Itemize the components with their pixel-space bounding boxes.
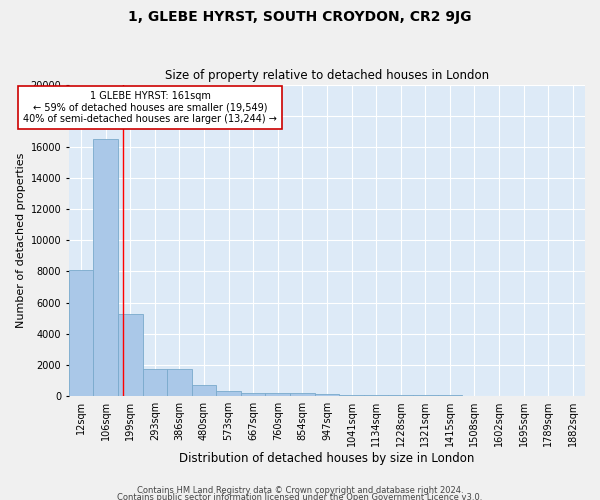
Text: 1 GLEBE HYRST: 161sqm
← 59% of detached houses are smaller (19,549)
40% of semi-: 1 GLEBE HYRST: 161sqm ← 59% of detached … (23, 91, 277, 124)
Bar (314, 394, 339, 396)
Bar (364, 395, 388, 396)
Bar (192, 385, 217, 396)
Y-axis label: Number of detached properties: Number of detached properties (16, 152, 26, 328)
Bar (339, 394, 364, 396)
Bar (241, 393, 265, 396)
Bar (217, 392, 241, 396)
Text: Contains public sector information licensed under the Open Government Licence v3: Contains public sector information licen… (118, 494, 482, 500)
Bar (388, 395, 413, 396)
Bar (118, 314, 143, 396)
Bar (265, 394, 290, 396)
Bar (94, 139, 118, 396)
Text: Contains HM Land Registry data © Crown copyright and database right 2024.: Contains HM Land Registry data © Crown c… (137, 486, 463, 495)
Bar (290, 394, 314, 396)
Bar (143, 369, 167, 396)
Bar (167, 369, 192, 396)
Text: 1, GLEBE HYRST, SOUTH CROYDON, CR2 9JG: 1, GLEBE HYRST, SOUTH CROYDON, CR2 9JG (128, 10, 472, 24)
X-axis label: Distribution of detached houses by size in London: Distribution of detached houses by size … (179, 452, 475, 465)
Title: Size of property relative to detached houses in London: Size of property relative to detached ho… (165, 69, 489, 82)
Bar (69, 270, 94, 396)
